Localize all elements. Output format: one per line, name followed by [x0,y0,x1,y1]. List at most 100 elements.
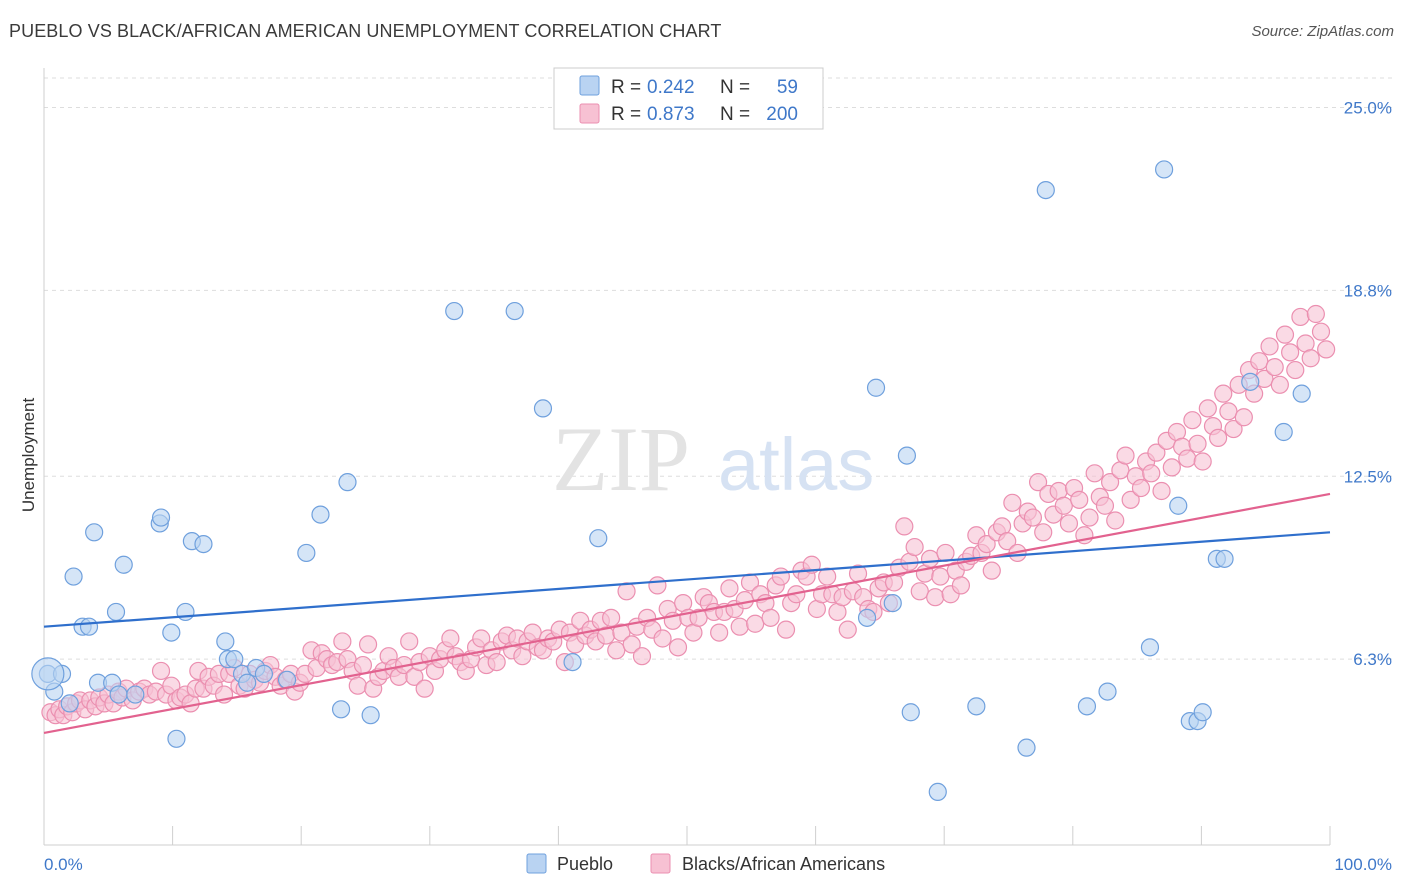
pueblo-point-59 [1274,422,1293,442]
pueblo-point-32 [338,473,357,492]
black-point-245 [1291,307,1310,327]
pueblo-point-48 [1077,697,1097,716]
black-point-223 [1178,449,1197,468]
pueblo-point-41 [883,593,902,613]
black-point-168 [895,517,914,536]
black-point-145 [776,620,796,639]
pueblo-point-40 [866,378,886,397]
trend-line-pueblo [43,531,1331,628]
black-point-212 [1121,490,1140,509]
pueblo-point-18 [176,602,195,622]
x-tick-label-100: 100.0% [1334,855,1392,874]
black-point-175 [931,567,950,586]
pueblo-point-20 [194,534,213,554]
black-point-195 [1034,523,1053,542]
pueblo-point-37 [563,652,582,672]
pueblo-point-49 [1098,682,1117,701]
pueblo-point-55 [1193,703,1212,722]
pueblo-point-34 [445,301,464,321]
legend-n-label-black: N = [720,104,750,125]
series-pueblo [31,160,1311,802]
pueblo-point-51 [1155,160,1174,179]
black-point-202 [1070,490,1089,509]
black-point-199 [1054,496,1073,515]
legend-swatch-black [579,103,600,124]
pueblo-point-25 [238,673,257,692]
black-point-157 [838,620,857,639]
black-point-171 [910,582,929,601]
black-point-248 [1306,304,1325,324]
black-point-226 [1193,452,1212,471]
pueblo-point-6 [79,617,99,636]
black-point-113 [612,623,631,642]
black-point-230 [1214,384,1233,403]
legend-swatch-pueblo [579,75,600,96]
black-point-244 [1286,360,1305,380]
pueblo-point-11 [106,602,126,622]
black-point-114 [617,582,636,601]
pueblo-point-52 [1169,496,1188,515]
black-point-153 [818,567,837,586]
black-point-207 [1095,496,1115,515]
black-point-209 [1106,511,1125,530]
black-point-124 [668,638,688,657]
pueblo-point-39 [857,608,877,627]
black-point-224 [1183,411,1202,430]
bottom-legend-label-black: Blacks/African Americans [682,854,885,874]
bottom-legend-label-pueblo: Pueblo [557,854,613,874]
black-point-225 [1188,434,1207,453]
y-tick-labels: 6.3% 12.5% 18.8% 25.0% [1344,99,1392,670]
pueblo-point-23 [225,650,244,669]
black-point-112 [607,641,626,660]
black-point-211 [1116,446,1135,465]
black-point-232 [1224,419,1243,439]
pueblo-point-43 [901,703,920,722]
pueblo-point-35 [505,301,524,321]
black-point-200 [1059,514,1079,533]
chart-title: PUEBLO VS BLACK/AFRICAN AMERICAN UNEMPLO… [9,21,722,41]
black-point-59 [333,632,352,651]
source-label: Source: ZipAtlas.com [1251,23,1394,40]
legend-r-value-black: 0.873 [647,104,695,125]
black-point-240 [1265,358,1284,377]
black-point-75 [415,679,434,698]
pueblo-point-42 [897,446,917,465]
black-point-128 [689,608,708,627]
black-point-89 [487,652,506,672]
pueblo-point-7 [85,523,104,542]
black-point-137 [735,591,754,610]
pueblo-point-17 [167,729,186,748]
black-point-231 [1219,402,1238,421]
black-point-247 [1301,349,1320,368]
black-point-204 [1080,508,1099,527]
pueblo-point-12 [114,555,133,574]
black-point-179 [951,576,971,595]
x-tick-label-0: 0.0% [44,855,83,874]
grid-lines [44,77,1392,660]
black-point-208 [1100,473,1120,492]
bottom-legend-swatch-pueblo [526,853,547,874]
black-point-117 [632,647,652,666]
black-point-218 [1152,481,1171,501]
black-point-234 [1234,408,1253,427]
black-point-194 [1028,473,1048,492]
black-point-184 [977,534,996,554]
black-point-227 [1198,399,1217,418]
black-point-111 [602,608,621,627]
black-point-120 [648,576,667,595]
legend-box: R = 0.242 N = 59 R = 0.873 N = 200 [553,67,824,130]
black-point-72 [400,632,419,651]
black-point-249 [1311,322,1331,341]
black-point-173 [920,549,940,568]
black-point-193 [1023,508,1043,527]
legend-n-value-black: 200 [766,104,798,125]
black-point-220 [1162,458,1181,477]
black-point-185 [982,561,1001,580]
black-point-205 [1085,464,1104,483]
black-point-63 [353,655,373,675]
black-point-216 [1142,464,1161,483]
legend-n-label-pueblo: N = [720,77,750,98]
y-axis-label: Unemployment [19,398,38,513]
black-point-121 [653,629,672,648]
black-point-250 [1317,340,1336,359]
